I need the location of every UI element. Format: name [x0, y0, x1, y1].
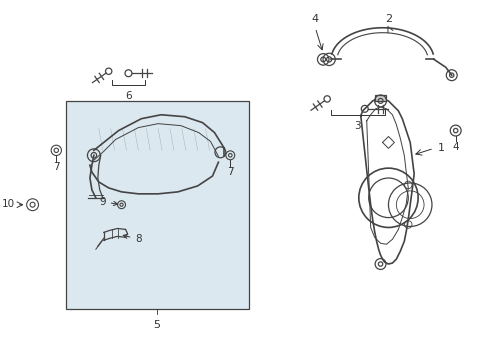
Text: 9: 9	[99, 197, 118, 207]
Text: 5: 5	[154, 320, 161, 330]
Text: 8: 8	[123, 234, 142, 244]
Text: 7: 7	[53, 162, 60, 172]
Text: 6: 6	[125, 91, 132, 101]
Text: 3: 3	[354, 121, 361, 131]
Bar	[66, 101, 249, 309]
Text: 7: 7	[227, 167, 234, 177]
Text: 2: 2	[385, 14, 392, 24]
Text: 4: 4	[312, 14, 319, 24]
Text: 4: 4	[452, 143, 459, 152]
Text: 1: 1	[438, 143, 445, 153]
Text: 10: 10	[1, 199, 15, 209]
Bar	[375, 95, 387, 101]
